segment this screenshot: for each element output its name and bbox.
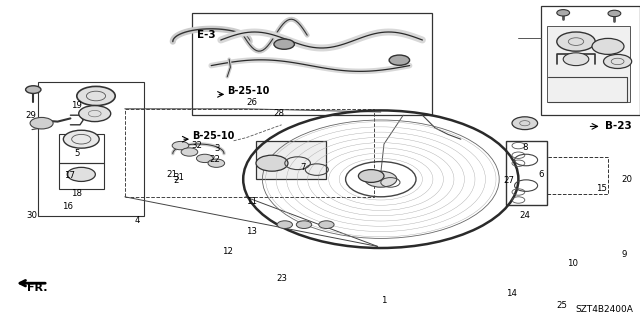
Text: 17: 17 [63,172,75,180]
Text: 28: 28 [273,109,284,118]
Text: 1: 1 [381,296,387,305]
Circle shape [208,159,225,167]
Text: 15: 15 [596,184,607,193]
Text: 21: 21 [166,170,177,179]
Text: 3: 3 [215,144,220,153]
Circle shape [63,130,99,148]
Circle shape [172,141,189,150]
Circle shape [604,54,632,68]
Text: 7: 7 [300,164,305,172]
Circle shape [274,39,294,49]
Bar [547,157,608,194]
Circle shape [365,171,397,187]
Bar [38,82,144,216]
Circle shape [256,155,288,171]
Text: 18: 18 [71,189,83,198]
Text: SZT4B2400A: SZT4B2400A [576,305,634,314]
Circle shape [319,221,334,228]
Text: 22: 22 [209,156,220,164]
Circle shape [277,221,292,228]
Circle shape [26,86,41,93]
Text: B-25-10: B-25-10 [227,86,269,96]
Bar [59,163,104,189]
Text: 11: 11 [246,197,257,206]
Circle shape [79,106,111,122]
Text: 14: 14 [506,289,518,298]
Bar [256,141,326,179]
Text: 30: 30 [26,212,38,220]
Text: 2: 2 [173,176,179,185]
Text: 19: 19 [72,101,82,110]
Text: E-3: E-3 [197,30,216,40]
Circle shape [77,86,115,106]
Bar [506,141,547,205]
Bar [541,6,640,115]
Circle shape [608,10,621,17]
Bar [59,134,104,163]
Text: 29: 29 [26,111,36,120]
Bar [192,13,432,115]
Circle shape [358,170,384,182]
Text: 8: 8 [522,143,527,152]
Circle shape [30,117,53,129]
Circle shape [592,38,624,54]
Text: 27: 27 [503,176,515,185]
Text: 10: 10 [567,260,579,268]
Circle shape [67,167,95,181]
Bar [125,109,374,197]
Circle shape [181,148,198,156]
Text: 23: 23 [276,274,287,283]
Text: 5: 5 [74,149,79,158]
Circle shape [196,154,213,163]
Text: 9: 9 [621,250,627,259]
Text: 6: 6 [538,170,543,179]
Text: 4: 4 [135,216,140,225]
Text: 31: 31 [173,173,185,182]
Circle shape [512,117,538,130]
Text: B-23: B-23 [605,121,632,132]
Circle shape [557,32,595,51]
Text: B-25-10: B-25-10 [192,131,234,141]
Text: 16: 16 [61,202,73,211]
Text: 12: 12 [221,247,233,256]
Circle shape [296,221,312,228]
Text: 13: 13 [246,228,257,236]
Text: 32: 32 [191,141,202,150]
Text: FR.: FR. [27,283,47,293]
Bar [547,26,630,102]
Text: 26: 26 [246,98,257,107]
Text: 24: 24 [519,212,531,220]
Circle shape [557,10,570,16]
Text: 25: 25 [556,301,568,310]
Text: 20: 20 [621,175,633,184]
Circle shape [563,53,589,66]
Circle shape [389,55,410,65]
